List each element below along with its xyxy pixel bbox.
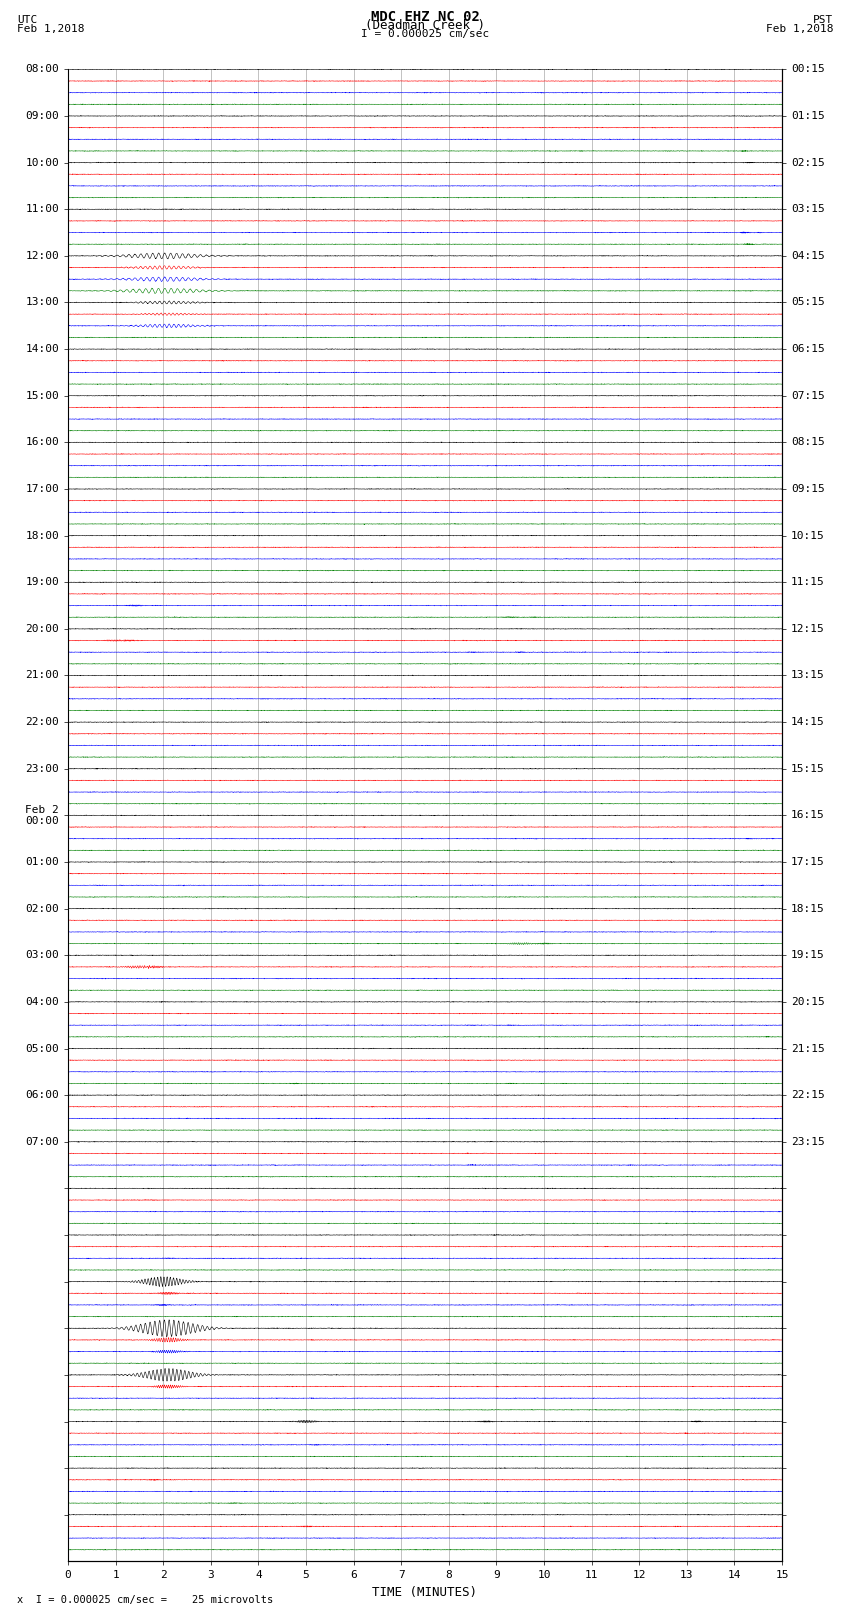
Text: PST: PST	[813, 15, 833, 24]
Text: MDC EHZ NC 02: MDC EHZ NC 02	[371, 10, 479, 24]
Text: (Deadman Creek ): (Deadman Creek )	[365, 19, 485, 32]
Text: x  I = 0.000025 cm/sec =    25 microvolts: x I = 0.000025 cm/sec = 25 microvolts	[17, 1595, 273, 1605]
Text: Feb 1,2018: Feb 1,2018	[766, 24, 833, 34]
Text: Feb 1,2018: Feb 1,2018	[17, 24, 84, 34]
Text: UTC: UTC	[17, 15, 37, 24]
X-axis label: TIME (MINUTES): TIME (MINUTES)	[372, 1586, 478, 1598]
Text: I = 0.000025 cm/sec: I = 0.000025 cm/sec	[361, 29, 489, 39]
